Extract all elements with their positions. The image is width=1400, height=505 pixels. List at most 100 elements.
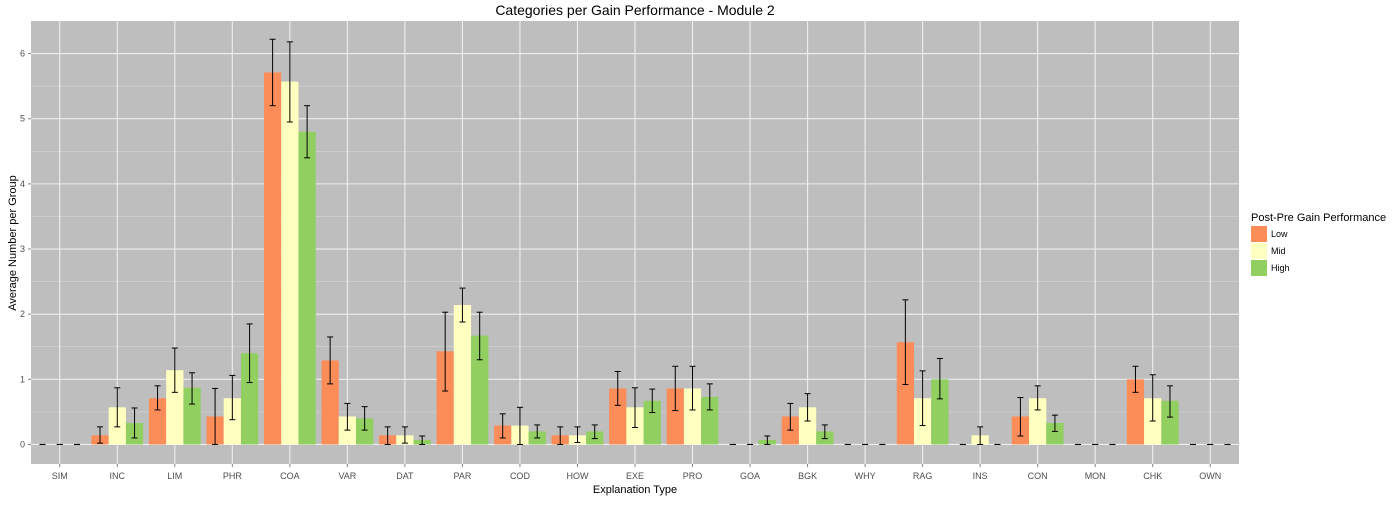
bar-mid-pro [683,388,702,445]
x-tick-label: INC [110,471,126,481]
error-bar-mid-dat [401,426,408,444]
bar-mid-par [453,305,472,445]
x-tick-label: COD [510,471,531,481]
bar-high-exe [643,400,661,445]
legend-title: Post-Pre Gain Performance [1251,212,1386,224]
error-bar-low-chk [1132,365,1139,393]
error-bar-high-bgk [821,424,828,440]
y-tick-label: 0 [20,439,25,449]
x-axis: SIM INC LIM PHR COA VAR DAT PAR COD HOW EXE PRO GOA B… [52,464,1221,481]
bar-high-lim [183,387,201,445]
y-tick-label: 3 [20,244,25,254]
error-bar-mid-exe [632,387,638,429]
bar-low-rag [896,342,914,445]
bar-mid-con [1029,398,1047,445]
error-bar-mid-rag [919,370,926,427]
bar-high-pro [701,396,719,445]
error-bar-mid-coa [286,41,293,123]
x-tick-label: HOW [566,471,589,481]
x-tick-label: LIM [167,471,182,481]
bar-mid-coa [281,81,299,445]
error-bar-high-coa [304,105,311,159]
error-bar-high-con [1051,414,1058,432]
bar-high-phr [240,353,259,445]
legend-label-mid: Mid [1271,246,1286,256]
error-bar-mid-inc [114,387,121,428]
error-bar-mid-how [574,426,581,444]
bar-high-con [1046,422,1064,445]
error-bar-low-var [327,336,334,385]
error-bar-high-phr [246,323,253,384]
x-tick-label: COA [280,471,300,481]
bar-low-coa [263,72,282,445]
error-bar-mid-lim [171,347,178,393]
legend-key-high [1251,260,1267,276]
error-bar-low-pro [672,365,679,412]
error-bar-high-exe [649,388,656,414]
y-tick-label: 2 [20,309,25,319]
error-bar-mid-bgk [804,393,811,422]
x-tick-label: RAG [913,471,933,481]
x-tick-label: INS [973,471,988,481]
legend: Post-Pre Gain Performance Low Mid High [1251,212,1386,276]
error-bar-high-pro [706,383,713,411]
bar-high-rag [931,379,949,445]
error-bar-high-chk [1166,385,1173,418]
x-tick-label: EXE [626,471,644,481]
error-bar-low-coa [269,38,276,107]
error-bar-low-inc [97,426,104,444]
error-bar-low-lim [154,385,161,411]
bar-mid-bgk [798,407,817,445]
x-axis-title: Explanation Type [593,484,677,496]
bar-high-var [356,418,374,445]
x-tick-label: CHK [1143,471,1162,481]
bar-mid-phr [223,398,241,445]
error-bar-high-goa [764,435,771,445]
error-bar-mid-con [1034,385,1041,411]
bar-high-coa [298,131,316,445]
x-tick-label: MON [1085,471,1106,481]
error-bar-mid-chk [1149,374,1156,422]
x-tick-label: PAR [454,471,472,481]
x-tick-label: SIM [52,471,68,481]
x-tick-label: PRO [683,471,703,481]
y-axis: 0 1 2 3 4 5 6 [20,49,31,449]
legend-label-low: Low [1271,229,1288,239]
error-bar-low-par [442,311,449,392]
bar-low-lim [148,398,167,445]
error-bar-mid-cod [516,406,523,445]
error-bar-mid-var [344,402,351,431]
error-bar-high-how [591,424,598,440]
y-tick-label: 5 [20,114,25,124]
x-tick-label: VAR [338,471,356,481]
error-bar-mid-par [459,287,466,323]
error-bar-high-inc [131,407,138,439]
x-tick-label: PHR [223,471,243,481]
y-axis-title: Average Number per Group [7,175,19,311]
bar-mid-lim [166,370,184,445]
error-bar-low-bgk [787,402,794,431]
y-tick-label: 4 [20,179,25,189]
x-tick-label: CON [1028,471,1048,481]
x-tick-label: WHY [855,471,876,481]
x-tick-label: OWN [1199,471,1221,481]
legend-key-mid [1251,243,1267,259]
x-tick-label: DAT [396,471,414,481]
legend-items: Low Mid High [1251,226,1290,276]
error-bar-low-con [1017,397,1024,437]
error-bar-low-how [557,426,564,445]
error-bar-high-lim [189,372,196,405]
error-bar-high-dat [419,435,426,445]
legend-key-low [1251,226,1267,242]
x-tick-label: BGK [798,471,817,481]
error-bar-low-phr [212,387,219,445]
error-bar-mid-ins [977,426,984,445]
error-bar-high-cod [534,424,541,439]
y-tick-label: 6 [20,49,25,59]
error-bar-low-exe [614,370,621,406]
legend-label-high: High [1271,263,1290,273]
error-bar-low-dat [384,426,391,445]
bar-high-chk [1161,400,1179,445]
